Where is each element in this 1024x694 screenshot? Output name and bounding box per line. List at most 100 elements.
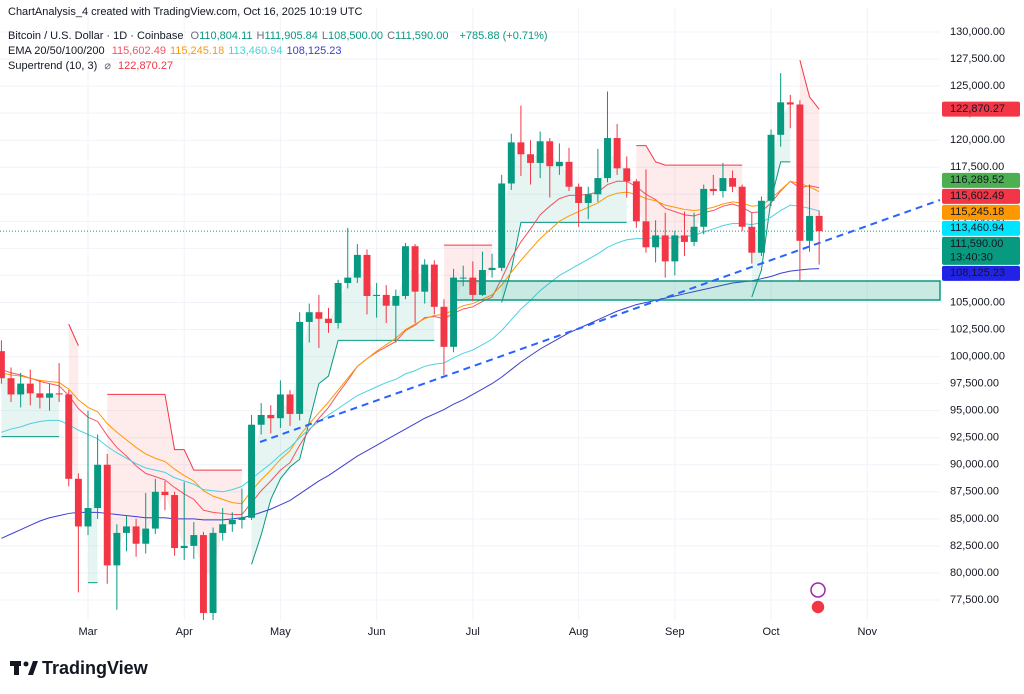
candle-body: [353, 254, 361, 278]
candle-body: [604, 138, 611, 179]
attribution: ChartAnalysis_4 created with TradingView…: [8, 6, 363, 18]
price-tag-label: 113,460.94: [950, 222, 1004, 234]
candle-body: [113, 532, 121, 566]
candle-body: [123, 526, 130, 533]
candle-body: [74, 478, 82, 527]
supertrend-fill: [68, 324, 79, 503]
trend-line: [259, 199, 941, 443]
indicator-lines: [0, 60, 940, 584]
candle-body: [430, 264, 438, 307]
candle-body: [709, 188, 717, 192]
y-tick-label: 97,500.00: [950, 378, 999, 390]
ema-line: [1, 180, 820, 516]
candle-body: [402, 246, 409, 296]
candle-body: [748, 226, 756, 253]
candle-body: [738, 186, 746, 227]
candle-body: [382, 294, 390, 306]
candle-body: [363, 254, 371, 296]
candle-body: [84, 508, 92, 527]
x-tick-label: Aug: [569, 626, 589, 638]
x-tick-label: Apr: [176, 626, 193, 638]
ohlc-label: O: [190, 30, 200, 42]
supertrend-line: [251, 339, 435, 565]
candle-body: [7, 378, 15, 395]
candle-body: [344, 277, 352, 284]
ema-line: [1, 268, 820, 539]
candle-body: [440, 306, 448, 347]
candle-body: [190, 535, 198, 546]
y-tick-label: 102,500.00: [950, 323, 1005, 335]
candle-body: [26, 383, 34, 394]
ohlc: O110,804.11 H111,905.84 L108,500.00 C111,59…: [191, 30, 453, 42]
y-tick-label: 100,000.00: [950, 350, 1005, 362]
candle-body: [623, 168, 631, 182]
candle-body: [690, 226, 698, 242]
candle-body: [536, 141, 544, 163]
price-tag-label: 108,125.23: [950, 267, 1005, 279]
price-tag: [942, 188, 1020, 204]
ema-label: EMA 20/50/100/200: [8, 45, 105, 57]
candle-body: [680, 235, 688, 242]
logo-mark: [14, 661, 19, 675]
candle-body: [594, 178, 602, 195]
brand-name: TradingView: [42, 658, 149, 678]
x-tick-label: Jun: [368, 626, 386, 638]
ema-value: 113,460.94: [228, 45, 283, 57]
candle-body: [0, 351, 5, 379]
ohlc-label: L: [321, 30, 328, 42]
candle-body: [171, 495, 179, 549]
price-tag-label: 115,602.49: [950, 190, 1004, 202]
supertrend-line: [107, 393, 242, 471]
candle-body: [36, 393, 44, 398]
candle-body: [661, 235, 669, 262]
candle-body: [411, 246, 419, 292]
ema-value: 115,245.18: [169, 45, 225, 57]
symbol-line: Bitcoin / U.S. Dollar · 1D · Coinbase O1…: [8, 29, 552, 43]
candle-body: [373, 294, 381, 296]
ohlc-value: 111,905.84: [264, 30, 318, 42]
price-tag: [942, 204, 1020, 220]
candle-body: [151, 491, 159, 529]
brand-logo: TradingView: [10, 658, 149, 678]
candle-body: [613, 138, 621, 169]
ohlc-value: 111,590.00: [395, 30, 449, 42]
candle-body: [767, 134, 775, 201]
price-tag: [942, 236, 1020, 265]
y-tick-label: 105,000.00: [950, 296, 1005, 308]
candle-body: [498, 183, 506, 268]
ema-values: 115,602.49 115,245.18 113,460.94 108,125.23: [112, 45, 346, 57]
supertrend-fill: [636, 145, 743, 249]
ema-value: 108,125.23: [286, 45, 342, 57]
x-tick-label: May: [270, 626, 291, 638]
candle-body: [777, 102, 785, 135]
supertrend-value: 122,870.27: [118, 60, 174, 72]
candle-body: [276, 394, 284, 419]
candle-body: [700, 188, 708, 227]
y-tick-label: 117,500.00: [950, 161, 1004, 173]
x-tick-label: Jul: [466, 626, 480, 638]
y-tick-label: 77,500.00: [950, 594, 999, 606]
candle-body: [786, 102, 794, 105]
price-axis: 77,500.00 80,000.00 82,500.00 85,000.00 87,5…: [79, 26, 1020, 638]
candle-body: [228, 519, 236, 525]
candle-body: [796, 104, 804, 241]
candle-body: [334, 283, 342, 324]
x-tick-label: Nov: [857, 626, 877, 638]
candle-body: [103, 464, 111, 566]
candle-body: [642, 221, 650, 248]
candle-body: [392, 295, 400, 306]
y-tick-label: 85,000.00: [950, 513, 999, 525]
candle-body: [671, 235, 679, 262]
ohlc-label: C: [387, 30, 396, 42]
candle-body: [286, 394, 294, 414]
x-tick-label: Oct: [762, 626, 779, 638]
y-tick-label: 80,000.00: [950, 567, 999, 579]
candle-body: [238, 517, 246, 520]
supertrend-fill: [501, 148, 627, 303]
supertrend-legend: Supertrend (10, 3) ⌀ 122,870.27: [8, 59, 177, 73]
supertrend-line: [636, 145, 743, 166]
symbol: Bitcoin / U.S. Dollar · 1D · Coinbase: [8, 30, 184, 42]
supertrend-label: Supertrend (10, 3): [8, 60, 98, 72]
ema-value: 115,602.49: [111, 45, 166, 57]
